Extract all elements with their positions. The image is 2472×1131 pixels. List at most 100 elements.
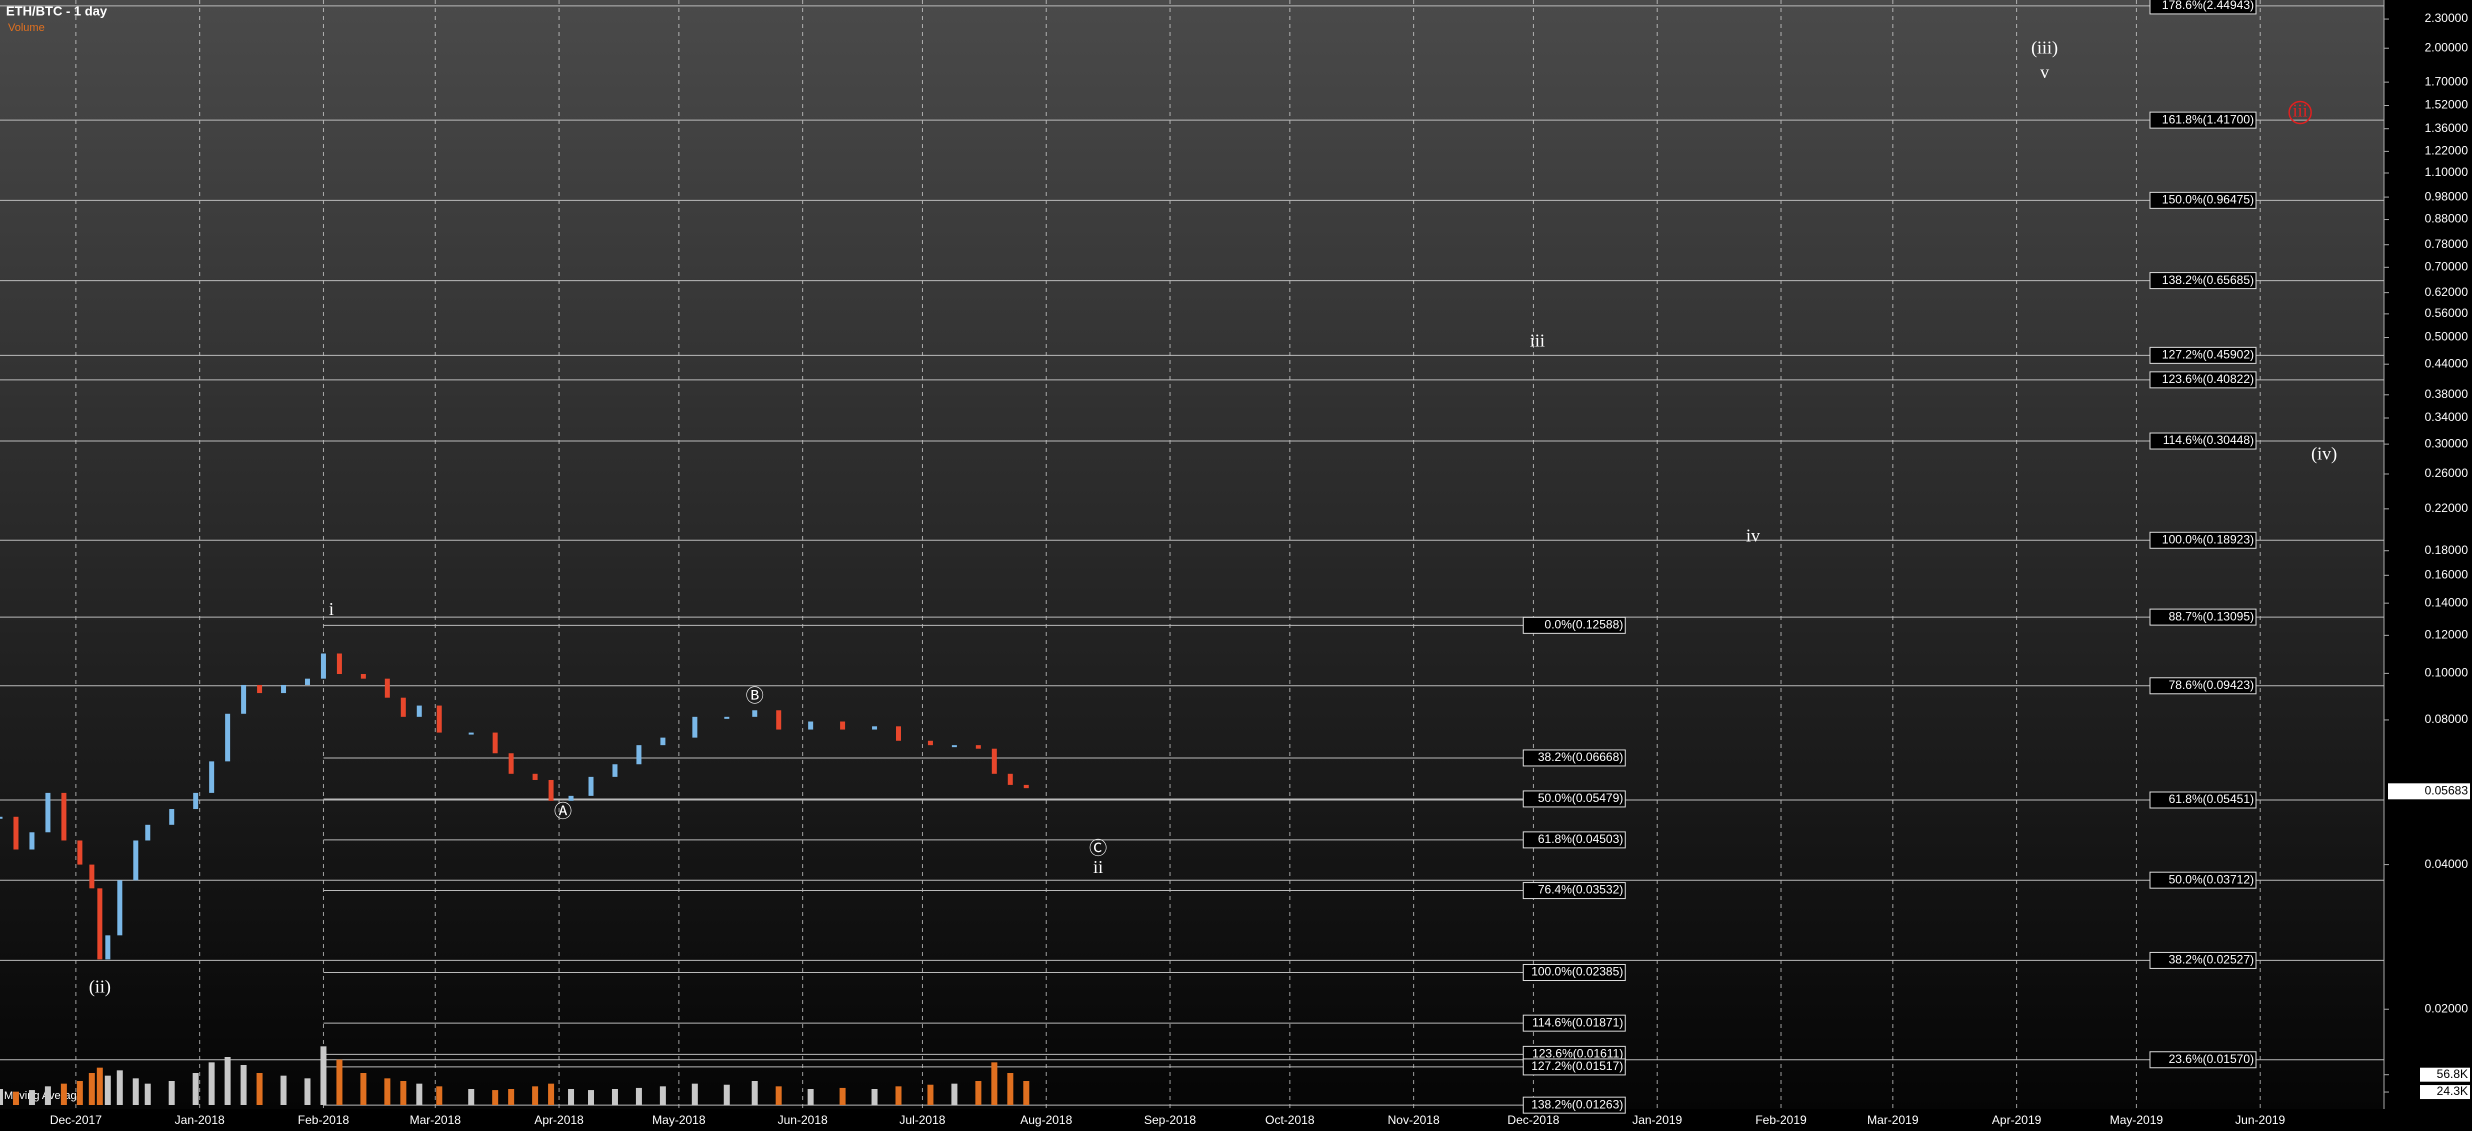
y-tick-label: 0.98000 xyxy=(2425,189,2469,203)
candle xyxy=(257,684,263,694)
fib-label: 50.0%(0.03712) xyxy=(2169,872,2254,886)
fib-label: 123.6%(0.01611) xyxy=(1532,1047,1623,1061)
fib-label: 23.6%(0.01570) xyxy=(2169,1052,2254,1066)
fib-label-box xyxy=(1522,1058,1626,1076)
fib-label: 61.8%(0.05451) xyxy=(2169,792,2254,806)
volume-label-box xyxy=(2420,1085,2470,1100)
volume-bar xyxy=(611,1089,618,1105)
fib-label: 88.7%(0.13095) xyxy=(2169,609,2254,623)
fib-label-box xyxy=(2149,1051,2257,1069)
candle xyxy=(991,748,997,774)
y-tick-label: 0.34000 xyxy=(2425,410,2469,424)
fib-label-box xyxy=(2149,531,2257,549)
volume-bar xyxy=(96,1067,103,1105)
x-tick-label: Mar-2019 xyxy=(1867,1113,1919,1127)
volume-bar xyxy=(416,1083,423,1105)
x-tick-label: Mar-2018 xyxy=(410,1113,462,1127)
candle xyxy=(336,653,342,675)
volume-bar xyxy=(951,1083,958,1105)
candle xyxy=(0,816,3,819)
y-tick-label: 2.30000 xyxy=(2425,11,2469,25)
volume-bar xyxy=(44,1086,51,1105)
candle xyxy=(548,779,554,801)
fib-label-box xyxy=(1522,1096,1626,1114)
volume-bar xyxy=(280,1075,287,1105)
volume-bar xyxy=(975,1081,982,1105)
volume-bar xyxy=(12,1091,19,1105)
fib-label: 78.6%(0.09423) xyxy=(2169,678,2254,692)
x-tick-label: Apr-2018 xyxy=(534,1113,584,1127)
candle xyxy=(752,710,758,717)
fib-label-box xyxy=(2149,432,2257,450)
candle xyxy=(1023,784,1029,789)
x-tick-label: May-2018 xyxy=(652,1113,706,1127)
chart-title: ETH/BTC - 1 day xyxy=(6,3,108,18)
volume-bar xyxy=(224,1057,231,1105)
volume-bar xyxy=(304,1078,311,1105)
y-tick-label: 2.00000 xyxy=(2425,40,2469,54)
fib-label-box xyxy=(1522,1014,1626,1032)
candle xyxy=(568,795,574,801)
volume-bar xyxy=(548,1083,555,1105)
y-tick-label: 0.16000 xyxy=(2425,567,2469,581)
y-tick-label: 1.36000 xyxy=(2425,121,2469,135)
candle xyxy=(145,824,151,841)
volume-bar xyxy=(588,1090,595,1105)
candle xyxy=(105,935,111,960)
candle xyxy=(588,776,594,796)
x-tick-label: May-2019 xyxy=(2110,1113,2164,1127)
fib-label: 50.0%(0.05479) xyxy=(1538,791,1623,805)
candle xyxy=(1007,773,1013,785)
fib-label: 127.2%(0.01517) xyxy=(1531,1059,1623,1073)
volume-bar xyxy=(436,1086,443,1105)
volume-bar xyxy=(192,1073,199,1105)
fib-label-box xyxy=(1522,790,1626,808)
wave-label: i xyxy=(329,599,334,619)
candle xyxy=(951,745,957,748)
x-tick-label: Jul-2018 xyxy=(899,1113,945,1127)
fib-label: 138.2%(0.01263) xyxy=(1531,1097,1623,1111)
wave-label: (iii) xyxy=(2031,37,2058,58)
volume-bar xyxy=(508,1089,515,1105)
x-tick-label: Sep-2018 xyxy=(1144,1113,1196,1127)
volume-bar xyxy=(1023,1081,1030,1105)
wave-label: iv xyxy=(1746,525,1760,545)
volume-bar xyxy=(691,1083,698,1105)
candle xyxy=(927,740,933,746)
y-tick-label: 0.26000 xyxy=(2425,466,2469,480)
volume-bar xyxy=(132,1078,139,1105)
y-tick-label: 0.10000 xyxy=(2425,666,2469,680)
candle xyxy=(209,761,215,793)
fib-label: 114.6%(0.30448) xyxy=(2163,433,2254,447)
fib-label-box xyxy=(1522,616,1626,634)
fib-label: 138.2%(0.65685) xyxy=(2162,273,2254,287)
y-tick-label: 1.52000 xyxy=(2425,98,2469,112)
volume-bar xyxy=(871,1089,878,1105)
candle xyxy=(97,888,103,960)
volume-bar xyxy=(751,1081,758,1105)
volume-bar xyxy=(400,1081,407,1105)
candle xyxy=(133,840,139,881)
fib-label-box xyxy=(2149,608,2257,626)
wave-label: (ii) xyxy=(89,977,111,998)
candle xyxy=(281,684,287,694)
x-tick-label: Jan-2019 xyxy=(1632,1113,1682,1127)
volume-bar xyxy=(1007,1073,1014,1105)
volume-bar xyxy=(168,1081,175,1105)
fib-label: 100.0%(0.02385) xyxy=(1531,965,1623,979)
volume-bar xyxy=(208,1062,215,1105)
candle xyxy=(384,678,390,698)
candle xyxy=(532,773,538,780)
candle xyxy=(117,880,123,936)
volume-bar xyxy=(775,1086,782,1105)
volume-tick-label: 24.3K xyxy=(2437,1084,2468,1098)
fib-label: 150.0%(0.96475) xyxy=(2162,193,2254,207)
fib-label-box xyxy=(1522,964,1626,982)
candle xyxy=(400,697,406,717)
candle xyxy=(612,764,618,777)
y-tick-label: 0.62000 xyxy=(2425,285,2469,299)
y-tick-label: 0.30000 xyxy=(2425,436,2469,450)
y-tick-label: 0.38000 xyxy=(2425,387,2469,401)
